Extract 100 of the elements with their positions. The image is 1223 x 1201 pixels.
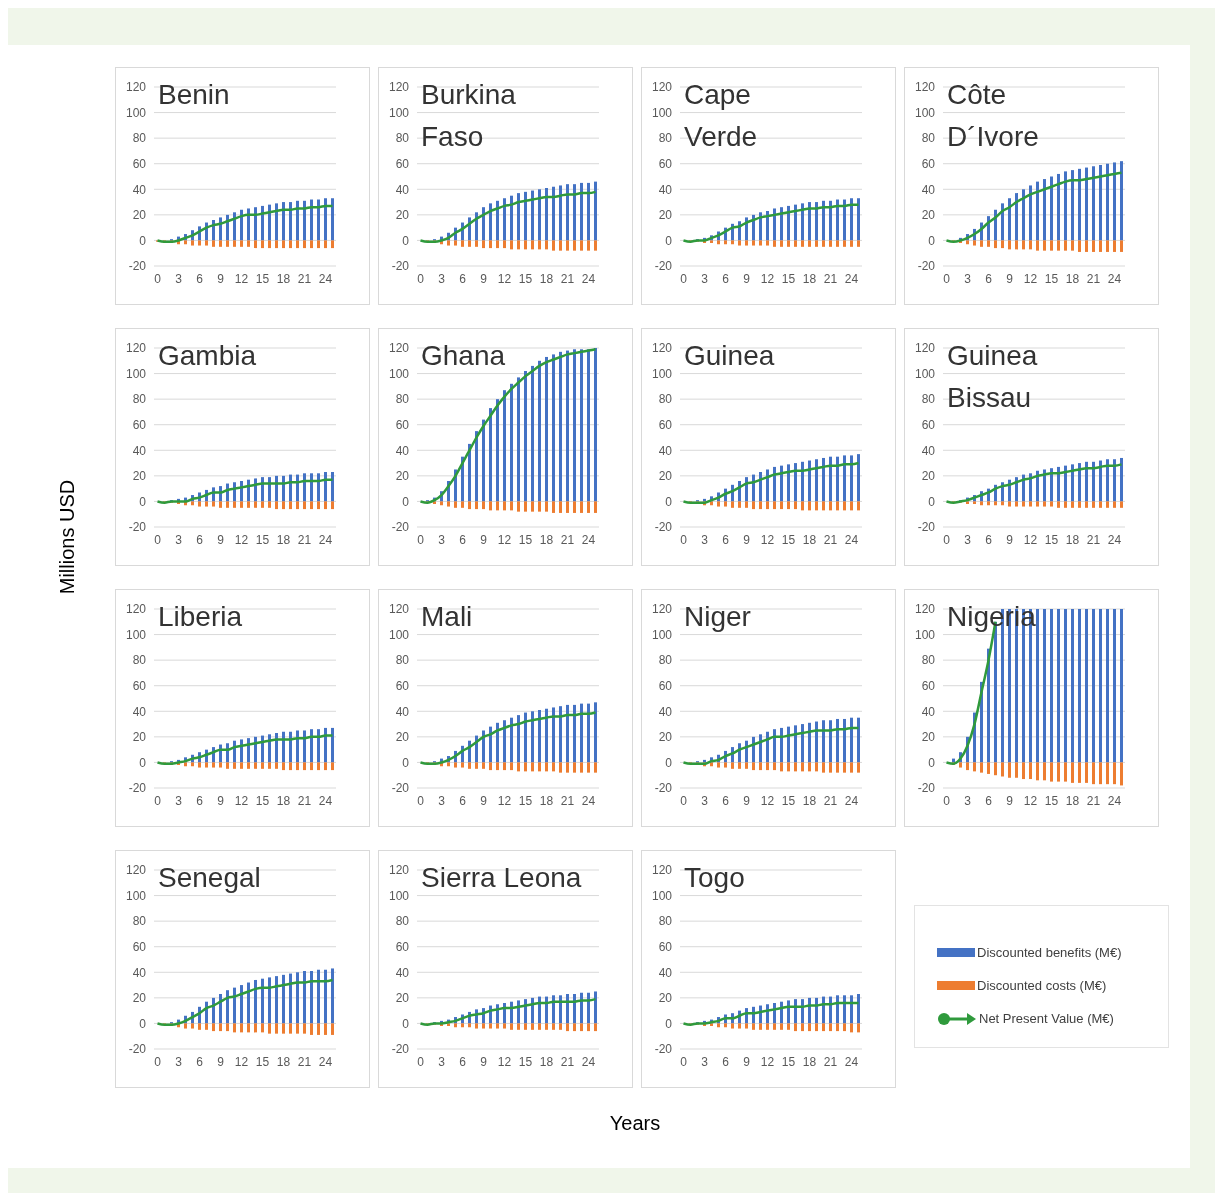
y-tick-label: 80: [132, 653, 147, 668]
y-tick-label: 120: [388, 80, 410, 95]
y-tick-label: 20: [132, 730, 147, 745]
y-tick-label: 0: [928, 233, 936, 248]
x-tick-label: 21: [823, 1054, 838, 1069]
x-tick-label: 15: [518, 793, 533, 808]
legend-label: Discounted costs (M€): [977, 978, 1107, 993]
y-tick-label: 120: [125, 80, 147, 95]
y-tick-label: 0: [928, 755, 936, 770]
x-tick-label: 24: [844, 1054, 859, 1069]
y-tick-label: 100: [914, 627, 936, 642]
x-tick-label: 15: [781, 793, 796, 808]
y-tick-label: 20: [658, 730, 673, 745]
y-tick-label: 40: [921, 443, 936, 458]
y-tick-label: -20: [391, 520, 410, 535]
y-tick-label: 100: [125, 366, 147, 381]
x-tick-label: 21: [823, 532, 838, 547]
x-tick-label: 12: [1023, 532, 1038, 547]
x-tick-label: 9: [1006, 793, 1014, 808]
x-tick-label: 6: [459, 532, 467, 547]
x-tick-label: 12: [497, 271, 512, 286]
x-tick-label: 24: [1107, 271, 1122, 286]
x-tick-label: 6: [459, 271, 467, 286]
x-tick-label: 3: [175, 793, 183, 808]
x-tick-label: 18: [539, 793, 554, 808]
x-tick-label: 12: [497, 532, 512, 547]
x-tick-label: 3: [175, 532, 183, 547]
y-tick-label: 0: [402, 494, 410, 509]
x-tick-label: 21: [297, 532, 312, 547]
x-tick-label: 15: [255, 1054, 270, 1069]
y-tick-label: 0: [928, 494, 936, 509]
x-tick-label: 21: [823, 271, 838, 286]
x-tick-label: 3: [438, 793, 446, 808]
x-tick-label: 6: [196, 271, 204, 286]
text: Cape Verde: [684, 79, 758, 152]
y-tick-label: 80: [395, 653, 410, 668]
x-tick-label: 0: [417, 1054, 425, 1069]
x-tick-label: 9: [217, 532, 225, 547]
x-tick-label: 24: [581, 271, 596, 286]
y-tick-label: -20: [391, 781, 410, 796]
x-tick-label: 0: [154, 1054, 162, 1069]
y-tick-label: 0: [402, 1016, 410, 1031]
y-tick-label: 60: [658, 417, 673, 432]
x-tick-label: 24: [844, 271, 859, 286]
y-tick-label: 40: [132, 443, 147, 458]
y-tick-label: 60: [395, 939, 410, 954]
x-tick-label: 3: [438, 532, 446, 547]
y-tick-label: 80: [921, 131, 936, 146]
y-tick-label: 100: [388, 888, 410, 903]
x-tick-label: 15: [255, 271, 270, 286]
x-tick-label: 24: [581, 532, 596, 547]
y-tick-label: 0: [139, 494, 147, 509]
y-tick-label: -20: [654, 1042, 673, 1057]
x-tick-label: 9: [743, 793, 751, 808]
x-tick-label: 24: [844, 532, 859, 547]
y-tick-label: 120: [914, 341, 936, 356]
y-tick-label: 40: [658, 965, 673, 980]
y-tick-label: 120: [651, 341, 673, 356]
x-tick-label: 3: [701, 1054, 709, 1069]
x-tick-label: 3: [438, 271, 446, 286]
y-tick-label: 0: [402, 233, 410, 248]
y-tick-label: 80: [395, 131, 410, 146]
y-tick-label: -20: [654, 520, 673, 535]
x-tick-label: 18: [1065, 532, 1080, 547]
y-tick-label: 20: [132, 469, 147, 484]
chart-title: Gambia: [158, 340, 257, 371]
x-tick-label: 24: [844, 793, 859, 808]
x-tick-label: 9: [743, 1054, 751, 1069]
x-tick-label: 3: [964, 532, 972, 547]
x-tick-label: 6: [196, 793, 204, 808]
x-tick-label: 12: [497, 793, 512, 808]
y-tick-label: 60: [395, 678, 410, 693]
y-tick-label: 100: [651, 627, 673, 642]
y-tick-label: -20: [128, 1042, 147, 1057]
y-tick-label: 20: [395, 469, 410, 484]
y-tick-label: 60: [132, 678, 147, 693]
x-tick-label: 9: [480, 532, 488, 547]
y-tick-label: 20: [658, 208, 673, 223]
x-tick-label: 12: [760, 532, 775, 547]
y-tick-label: 20: [395, 208, 410, 223]
y-tick-label: 100: [388, 366, 410, 381]
y-tick-label: 60: [132, 156, 147, 171]
y-tick-label: 60: [921, 678, 936, 693]
x-tick-label: 12: [1023, 271, 1038, 286]
y-tick-label: 120: [125, 863, 147, 878]
y-tick-label: 20: [395, 991, 410, 1006]
x-tick-label: 0: [154, 793, 162, 808]
chart-title: Mali: [421, 601, 473, 632]
y-tick-label: 80: [921, 392, 936, 407]
y-tick-label: 40: [395, 443, 410, 458]
x-tick-label: 3: [175, 1054, 183, 1069]
y-tick-label: 40: [395, 704, 410, 719]
x-tick-label: 21: [297, 793, 312, 808]
x-tick-label: 15: [255, 532, 270, 547]
x-tick-label: 12: [234, 1054, 249, 1069]
y-tick-label: 120: [651, 863, 673, 878]
x-tick-label: 15: [1044, 271, 1059, 286]
y-tick-label: 40: [658, 704, 673, 719]
y-tick-label: 120: [388, 341, 410, 356]
y-tick-label: 20: [921, 469, 936, 484]
